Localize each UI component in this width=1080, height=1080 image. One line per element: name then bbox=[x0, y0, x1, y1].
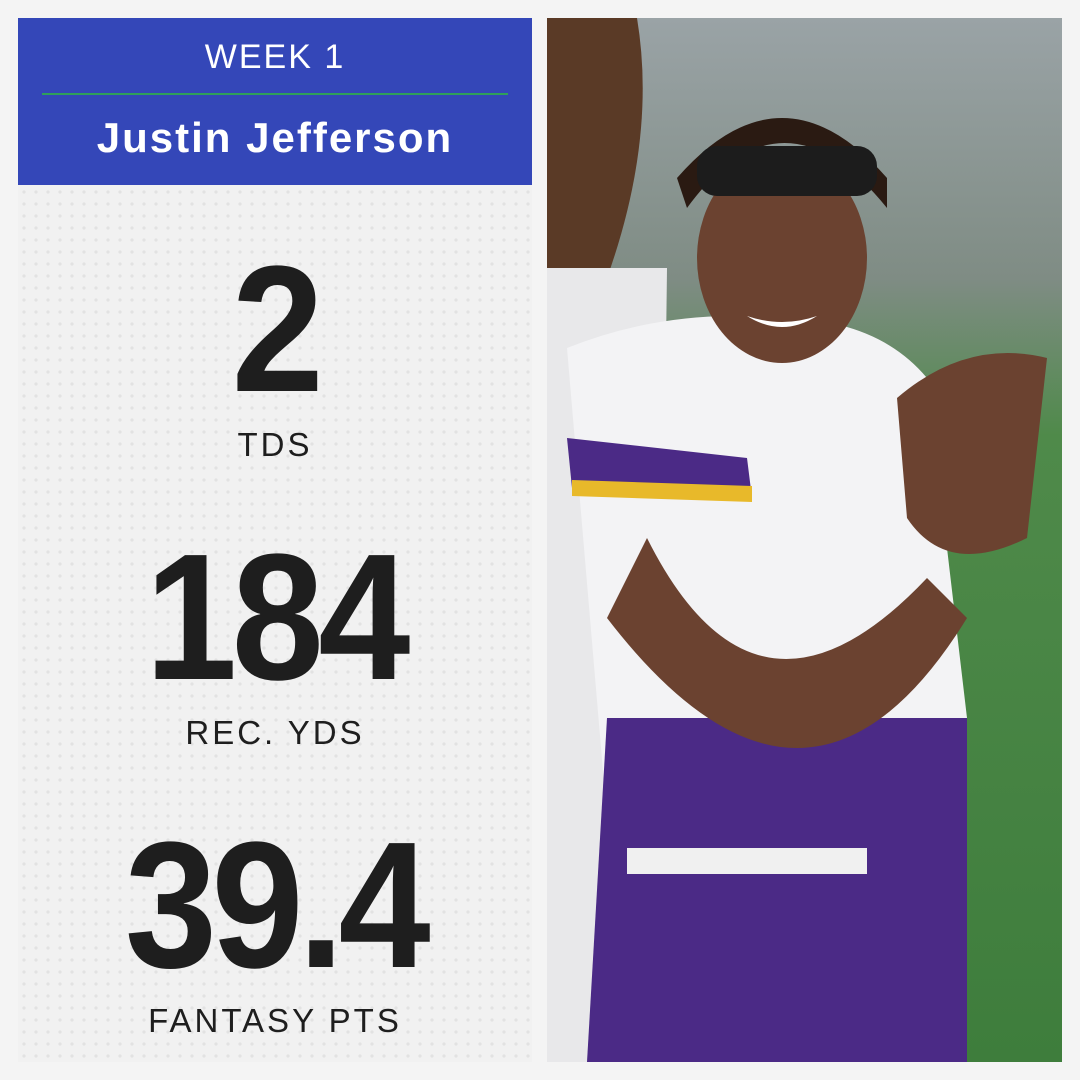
stats-panel: WEEK 1 Justin Jefferson 2 TDS 184 REC. Y… bbox=[18, 18, 532, 1062]
stat-value: 2 bbox=[231, 229, 324, 430]
arm bbox=[607, 538, 967, 748]
stat-value: 39.4 bbox=[124, 805, 431, 1006]
stat-value: 184 bbox=[145, 517, 410, 718]
hands bbox=[897, 353, 1047, 554]
face bbox=[697, 153, 867, 363]
player-photo bbox=[547, 18, 1062, 1062]
stat-label: FANTASY PTS bbox=[148, 1002, 402, 1039]
header: WEEK 1 Justin Jefferson bbox=[18, 18, 532, 185]
divider bbox=[42, 93, 508, 95]
smile bbox=[747, 316, 817, 327]
pants bbox=[587, 718, 967, 1062]
stat-label: REC. YDS bbox=[185, 714, 365, 751]
belt bbox=[627, 848, 867, 874]
hair bbox=[677, 118, 887, 208]
headband bbox=[697, 146, 877, 196]
player-name: Justin Jefferson bbox=[96, 114, 454, 161]
teammate bbox=[547, 18, 643, 318]
stat: 2 TDS bbox=[18, 240, 532, 464]
stat-label: TDS bbox=[237, 426, 313, 463]
stat: 184 REC. YDS bbox=[18, 528, 532, 752]
week: WEEK 1 bbox=[204, 38, 346, 76]
stat: 39.4 FANTASY PTS bbox=[18, 816, 532, 1040]
sleeve-gold bbox=[572, 480, 752, 502]
